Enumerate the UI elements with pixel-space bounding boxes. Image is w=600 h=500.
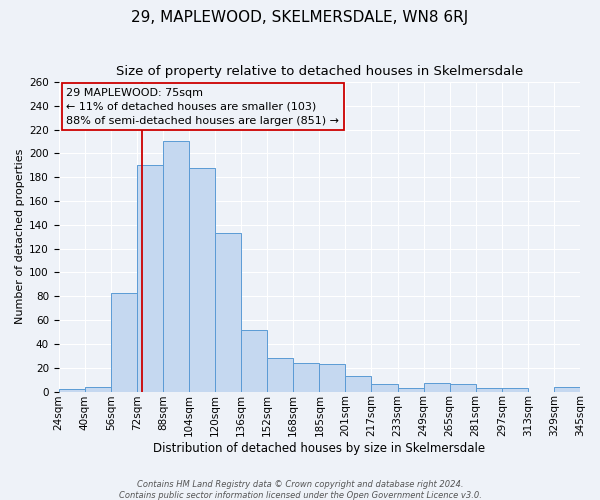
Bar — [371, 384, 398, 392]
Bar — [163, 142, 189, 392]
X-axis label: Distribution of detached houses by size in Skelmersdale: Distribution of detached houses by size … — [153, 442, 485, 455]
Bar — [85, 387, 111, 392]
Bar — [59, 389, 85, 392]
Text: 29 MAPLEWOOD: 75sqm
← 11% of detached houses are smaller (103)
88% of semi-detac: 29 MAPLEWOOD: 75sqm ← 11% of detached ho… — [67, 88, 340, 126]
Bar — [476, 388, 502, 392]
Bar — [293, 363, 319, 392]
Bar — [424, 383, 449, 392]
Bar — [111, 292, 137, 392]
Title: Size of property relative to detached houses in Skelmersdale: Size of property relative to detached ho… — [116, 65, 523, 78]
Bar — [215, 233, 241, 392]
Bar — [346, 376, 371, 392]
Bar — [241, 330, 267, 392]
Bar — [267, 358, 293, 392]
Text: Contains HM Land Registry data © Crown copyright and database right 2024.
Contai: Contains HM Land Registry data © Crown c… — [119, 480, 481, 500]
Bar — [398, 388, 424, 392]
Y-axis label: Number of detached properties: Number of detached properties — [15, 149, 25, 324]
Text: 29, MAPLEWOOD, SKELMERSDALE, WN8 6RJ: 29, MAPLEWOOD, SKELMERSDALE, WN8 6RJ — [131, 10, 469, 25]
Bar — [189, 168, 215, 392]
Bar — [137, 166, 163, 392]
Bar — [502, 388, 528, 392]
Bar — [554, 387, 580, 392]
Bar — [449, 384, 476, 392]
Bar — [319, 364, 346, 392]
